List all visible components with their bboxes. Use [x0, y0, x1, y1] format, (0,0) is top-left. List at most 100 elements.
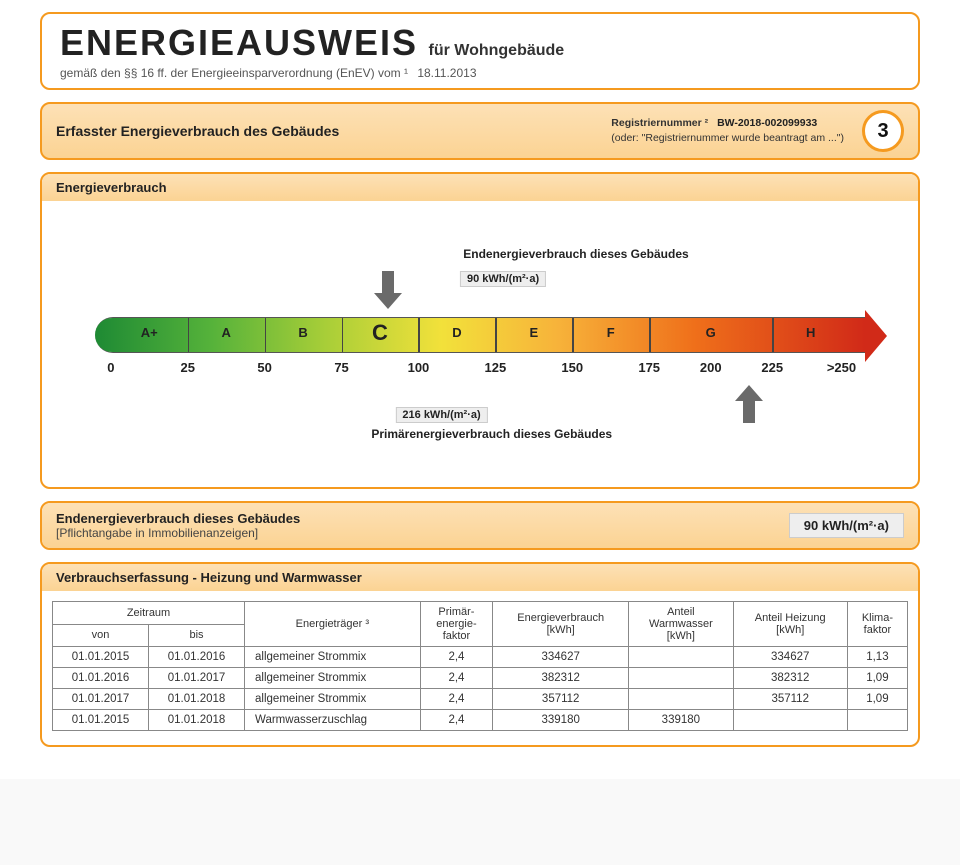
registration-panel: Erfasster Energieverbrauch des Gebäudes … [40, 102, 920, 160]
class-letter-C: C [372, 320, 388, 346]
header-title-line: ENERGIEAUSWEIS für Wohngebäude [60, 22, 900, 64]
header-panel: ENERGIEAUSWEIS für Wohngebäude gemäß den… [40, 12, 920, 90]
energy-certificate-page: ENERGIEAUSWEIS für Wohngebäude gemäß den… [0, 0, 960, 779]
th-primary-factor: Primär-energie-faktor [420, 602, 493, 647]
cell-ww [629, 689, 733, 710]
end-energy-line1: Endenergieverbrauch dieses Gebäudes [56, 511, 300, 526]
cell-heat: 334627 [733, 647, 847, 668]
cell-cf [847, 710, 907, 731]
segment-divider [495, 318, 497, 352]
top-indicator-value: 90 kWh/(m²·a) [460, 271, 546, 287]
segment-divider [265, 318, 267, 352]
cell-pf: 2,4 [420, 668, 493, 689]
cell-carrier: allgemeiner Strommix [245, 668, 421, 689]
cell-ww [629, 647, 733, 668]
table-row: 01.01.2017 01.01.2018 allgemeiner Stromm… [53, 689, 908, 710]
class-letter-B: B [298, 325, 307, 340]
class-letter-D: D [452, 325, 461, 340]
cell-from: 01.01.2015 [53, 647, 149, 668]
bottom-indicator-arrow-icon [734, 385, 764, 423]
cell-cf: 1,09 [847, 689, 907, 710]
page-number: 3 [877, 120, 888, 143]
cell-carrier: allgemeiner Strommix [245, 647, 421, 668]
cell-ww: 339180 [629, 710, 733, 731]
cell-to: 01.01.2017 [149, 668, 245, 689]
end-energy-value: 90 kWh/(m²·a) [789, 513, 904, 538]
segment-divider [772, 318, 774, 352]
bottom-indicator-title: Primärenergieverbrauch dieses Gebäudes [371, 427, 612, 441]
cell-to: 01.01.2018 [149, 689, 245, 710]
th-period: Zeitraum [53, 602, 245, 625]
regulation-date: 18.11.2013 [417, 66, 476, 80]
table-row: 01.01.2015 01.01.2016 allgemeiner Stromm… [53, 647, 908, 668]
segment-divider [418, 318, 420, 352]
consumption-panel: Energieverbrauch A+ABCDEFGH0255075100125… [40, 172, 920, 489]
end-energy-panel: Endenergieverbrauch dieses Gebäudes [Pfl… [40, 501, 920, 550]
class-letter-A+: A+ [141, 325, 158, 340]
title-main: ENERGIEAUSWEIS [60, 22, 418, 63]
class-letter-E: E [529, 325, 538, 340]
registration-note: (oder: "Registriernummer wurde beantragt… [611, 131, 844, 146]
registration-number-block: Registriernummer ² BW-2018-002099933 (od… [611, 116, 844, 145]
cell-carrier: Warmwasserzuschlag [245, 710, 421, 731]
segment-divider [649, 318, 651, 352]
cell-to: 01.01.2018 [149, 710, 245, 731]
top-indicator-arrow-icon [373, 271, 403, 309]
registration-value: BW-2018-002099933 [717, 117, 817, 129]
regulation-prefix: gemäß den §§ 16 ff. der Energieeinsparve… [60, 66, 408, 80]
title-suffix: für Wohngebäude [429, 42, 565, 59]
bottom-indicator-value: 216 kWh/(m²·a) [395, 407, 487, 423]
class-letter-H: H [806, 325, 815, 340]
page-number-circle: 3 [862, 110, 904, 152]
tick-label: 75 [334, 360, 348, 375]
cell-consumption: 382312 [493, 668, 629, 689]
cell-heat [733, 710, 847, 731]
segment-divider [188, 318, 190, 352]
cell-pf: 2,4 [420, 689, 493, 710]
th-carrier: Energieträger ³ [245, 602, 421, 647]
regulation-line: gemäß den §§ 16 ff. der Energieeinsparve… [60, 66, 900, 80]
end-energy-line2: [Pflichtangabe in Immobilienanzeigen] [56, 526, 300, 540]
registration-label: Registriernummer ² [611, 117, 708, 129]
cell-consumption: 339180 [493, 710, 629, 731]
th-to: bis [149, 624, 245, 647]
th-share-ww: AnteilWarmwasser[kWh] [629, 602, 733, 647]
end-energy-label: Endenergieverbrauch dieses Gebäudes [Pfl… [56, 511, 300, 540]
cell-consumption: 334627 [493, 647, 629, 668]
class-letter-A: A [221, 325, 230, 340]
cell-consumption: 357112 [493, 689, 629, 710]
top-indicator-title: Endenergieverbrauch dieses Gebäudes [463, 247, 688, 261]
registration-section-title: Erfasster Energieverbrauch des Gebäudes [56, 123, 593, 139]
cell-from: 01.01.2016 [53, 668, 149, 689]
usage-table-panel: Verbrauchserfassung - Heizung und Warmwa… [40, 562, 920, 747]
class-letter-G: G [706, 325, 716, 340]
tick-label: 100 [408, 360, 430, 375]
class-letter-F: F [607, 325, 615, 340]
consumption-chart: A+ABCDEFGH0255075100125150175200225>250 … [42, 201, 918, 487]
cell-to: 01.01.2016 [149, 647, 245, 668]
cell-heat: 357112 [733, 689, 847, 710]
th-climate: Klima-faktor [847, 602, 907, 647]
tick-label: 125 [485, 360, 507, 375]
cell-pf: 2,4 [420, 710, 493, 731]
segment-divider [572, 318, 574, 352]
th-consumption: Energieverbrauch[kWh] [493, 602, 629, 647]
cell-heat: 382312 [733, 668, 847, 689]
cell-carrier: allgemeiner Strommix [245, 689, 421, 710]
tick-label: 225 [761, 360, 783, 375]
usage-table-title: Verbrauchserfassung - Heizung und Warmwa… [42, 564, 918, 591]
table-row: 01.01.2015 01.01.2018 Warmwasserzuschlag… [53, 710, 908, 731]
th-share-heat: Anteil Heizung[kWh] [733, 602, 847, 647]
consumption-panel-title: Energieverbrauch [42, 174, 918, 201]
cell-pf: 2,4 [420, 647, 493, 668]
cell-cf: 1,09 [847, 668, 907, 689]
tick-label: >250 [827, 360, 856, 375]
segment-divider [342, 318, 344, 352]
cell-from: 01.01.2015 [53, 710, 149, 731]
usage-table: Zeitraum Energieträger ³ Primär-energie-… [52, 601, 908, 731]
tick-label: 150 [561, 360, 583, 375]
efficiency-bar: A+ABCDEFGH0255075100125150175200225>250 [95, 317, 864, 353]
th-from: von [53, 624, 149, 647]
tick-label: 175 [638, 360, 660, 375]
cell-cf: 1,13 [847, 647, 907, 668]
